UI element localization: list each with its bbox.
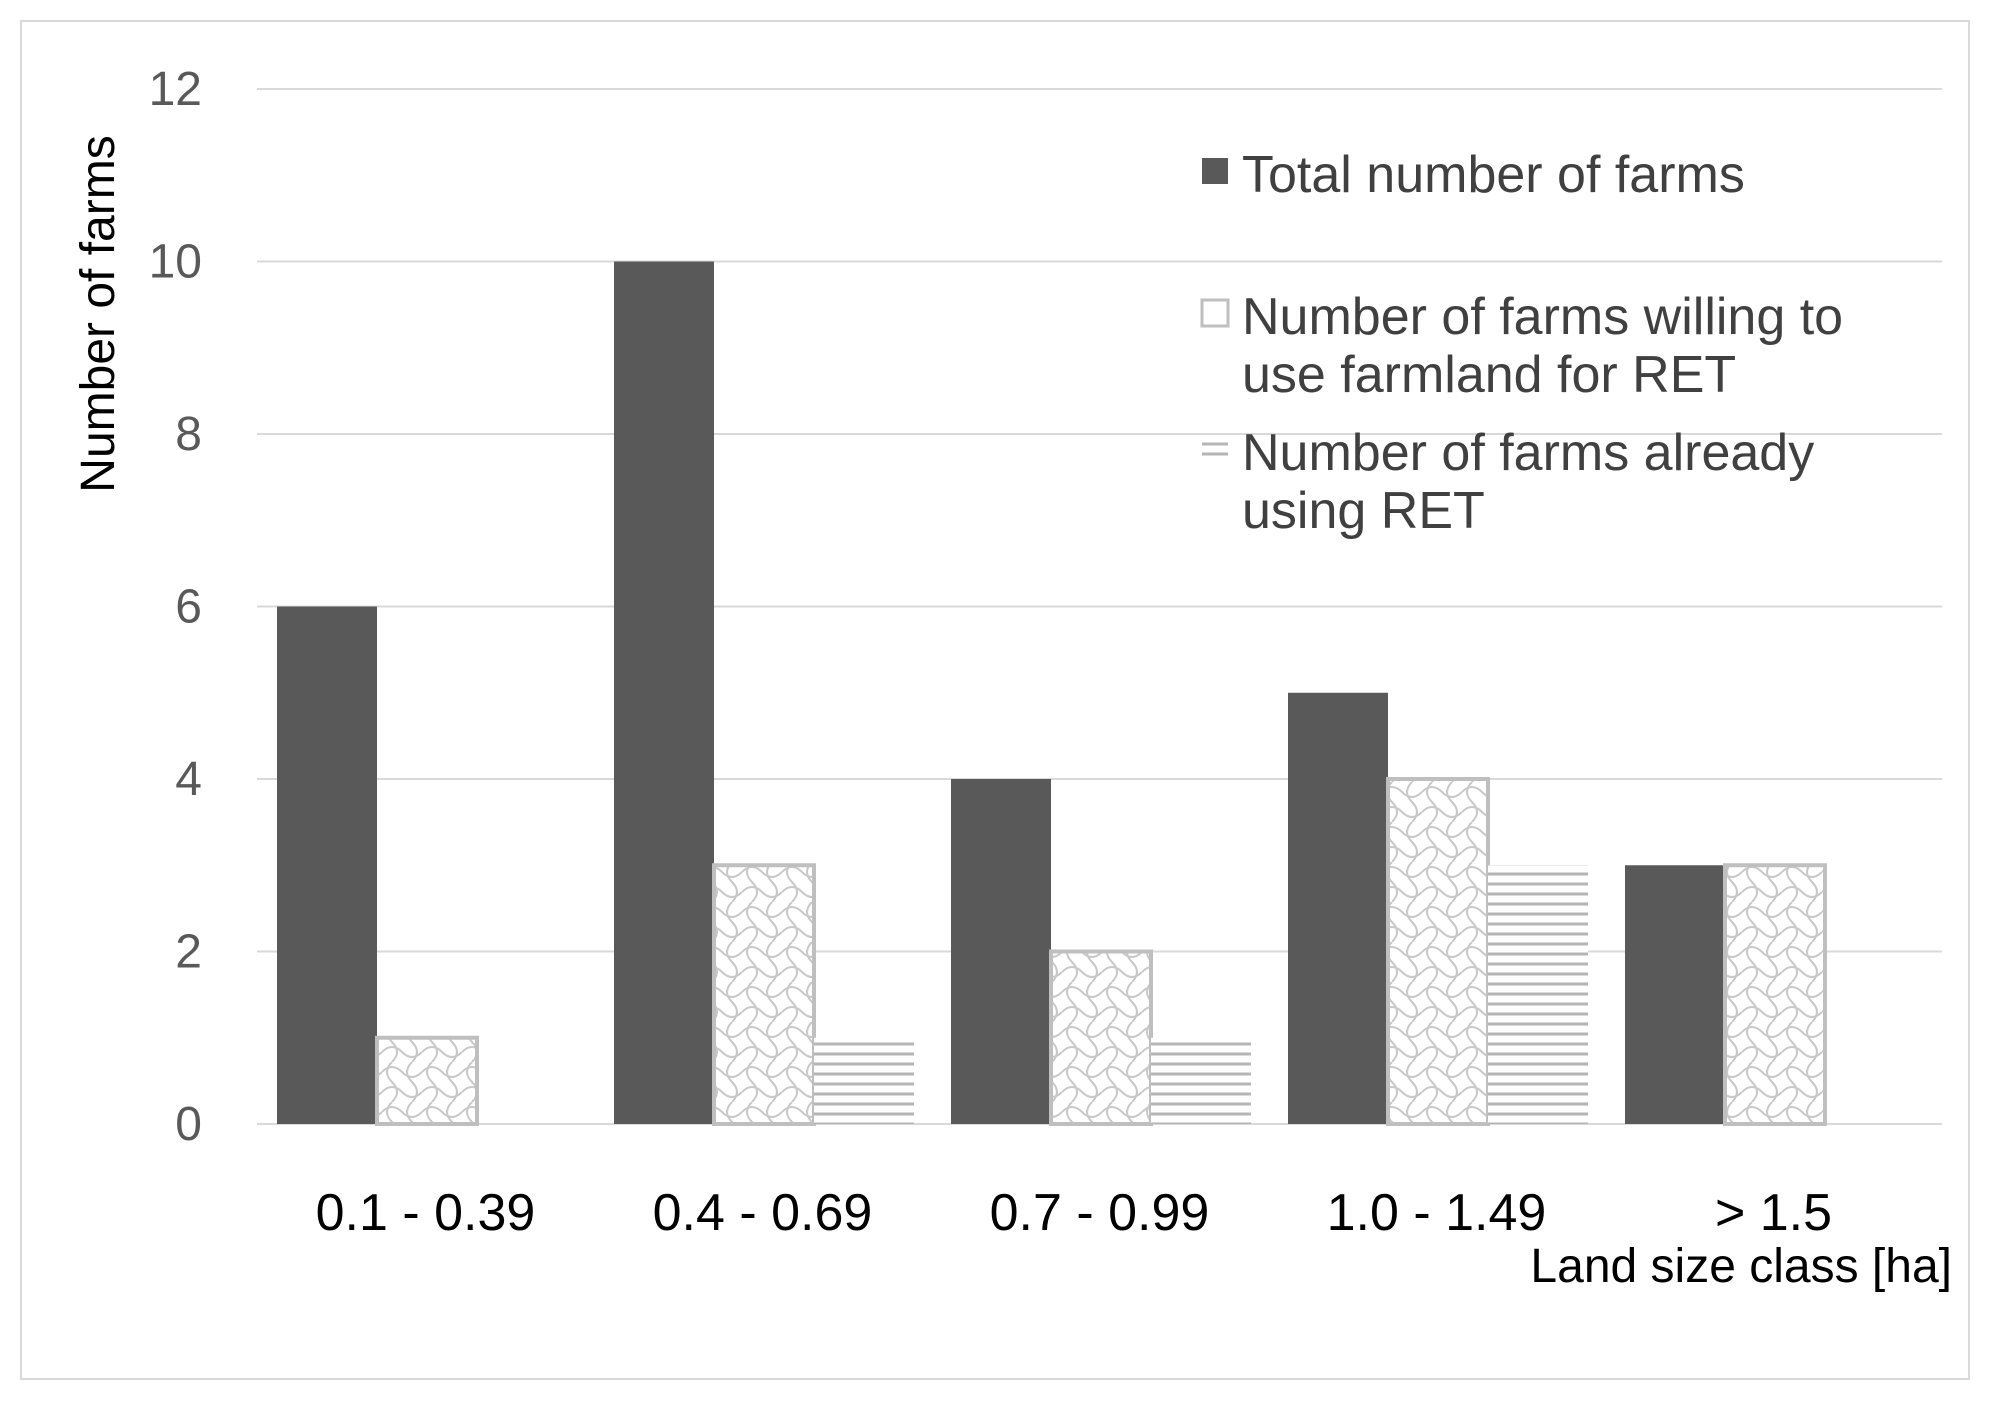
legend-swatch-2	[1202, 436, 1228, 462]
legend-label-2: Number of farms already	[1242, 424, 1814, 482]
legend-swatch-0	[1202, 158, 1228, 184]
x-category-label: 0.1 - 0.39	[316, 1184, 536, 1242]
bar-series-0-0	[277, 606, 377, 1124]
bar-series-1-3	[1386, 777, 1490, 1126]
y-tick-label: 2	[175, 926, 202, 979]
chart-frame: 0 2 4 6 8 10 12 0.1 - 0.39 0.4 - 0.69 0.7 - 0.99…	[20, 20, 1970, 1380]
bar-series-1-4	[1723, 863, 1827, 1126]
bar-series-2-2	[1151, 1037, 1251, 1124]
y-tick-label: 6	[175, 581, 202, 634]
x-category-label: 1.0 - 1.49	[1327, 1184, 1547, 1242]
bar-series-1-0	[375, 1035, 479, 1126]
legend-label-1: Number of farms willing to	[1242, 288, 1843, 346]
y-tick-label: 12	[149, 63, 202, 116]
bar-series-2-3	[1488, 865, 1588, 1124]
bar-series-1-2	[1049, 949, 1153, 1126]
legend: Total number of farms Number of farms wil…	[1200, 146, 1843, 540]
y-axis-title: Number of farms	[72, 135, 125, 492]
y-axis-ticks: 0 2 4 6 8 10 12	[149, 63, 202, 1151]
x-axis-title: Land size class [ha]	[1530, 1240, 1952, 1293]
bar-series-1-1	[712, 863, 816, 1126]
legend-label-0: Total number of farms	[1242, 146, 1745, 204]
x-category-label: > 1.5	[1715, 1184, 1832, 1242]
y-tick-label: 10	[149, 236, 202, 289]
bar-chart: 0 2 4 6 8 10 12 0.1 - 0.39 0.4 - 0.69 0.7 - 0.99…	[72, 63, 1952, 1293]
bar-series-0-2	[951, 779, 1051, 1124]
x-category-label: 0.7 - 0.99	[990, 1184, 1210, 1242]
legend-label-1: use farmland for RET	[1242, 346, 1736, 404]
bar-series-0-4	[1625, 865, 1725, 1124]
gridlines	[257, 88, 1942, 1125]
bars	[277, 261, 1827, 1126]
x-axis-categories: 0.1 - 0.39 0.4 - 0.69 0.7 - 0.99 1.0 - 1.49…	[316, 1184, 1832, 1242]
y-tick-label: 4	[175, 753, 202, 806]
y-tick-label: 0	[175, 1098, 202, 1151]
legend-label-2: using RET	[1242, 482, 1485, 540]
y-tick-label: 8	[175, 408, 202, 461]
bar-series-0-3	[1288, 692, 1388, 1124]
legend-swatch-1	[1200, 298, 1230, 328]
bar-series-2-1	[814, 1037, 914, 1124]
x-category-label: 0.4 - 0.69	[653, 1184, 873, 1242]
bar-series-0-1	[614, 261, 714, 1124]
